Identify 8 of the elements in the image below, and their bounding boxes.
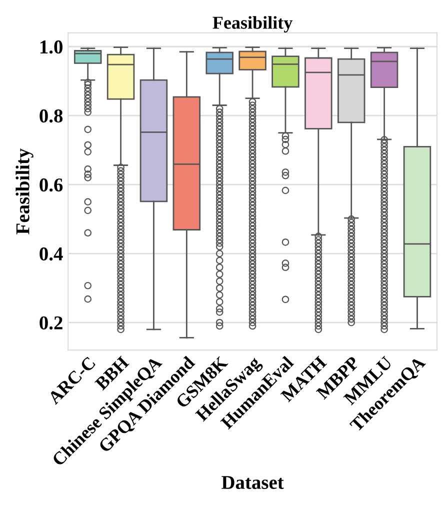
chart-title: Feasibility [212,16,292,33]
y-tick-label: 0.6 [40,178,63,192]
y-tick-label: 1.0 [40,40,62,54]
y-axis-title: Feasibility [16,148,34,234]
y-tick-label: 0.8 [40,109,63,123]
y-tick-label: 0.2 [40,316,62,330]
x-axis-title: Dataset [222,476,284,489]
y-tick-label: 0.4 [40,247,63,261]
